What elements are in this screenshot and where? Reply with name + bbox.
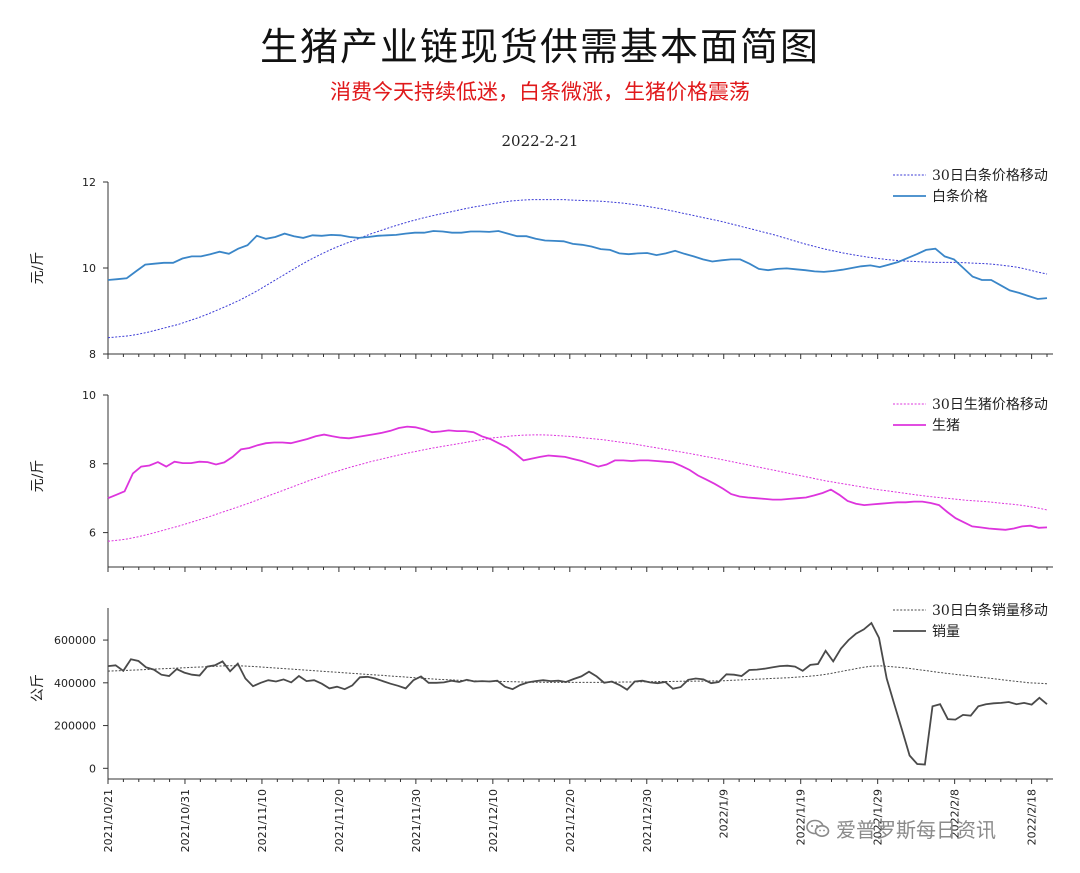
legend-label: 30日生猪价格移动 <box>932 397 1048 413</box>
watermark-text: 爱普罗斯每日资讯 <box>836 818 996 842</box>
y-tick-label: 8 <box>89 458 96 471</box>
page-subtitle: 消费今天持续低迷，白条微涨，生猪价格震荡 <box>330 80 750 104</box>
series-line-baitiao-1 <box>107 230 1048 300</box>
y-tick-label: 0 <box>89 762 96 775</box>
legend-label: 生猪 <box>932 418 960 434</box>
y-tick-label: 400000 <box>54 677 96 690</box>
x-tick-label: 2021/11/20 <box>333 789 346 852</box>
x-tick-label: 2022/2/8 <box>949 789 962 838</box>
series-line-baitiao-0 <box>107 199 1048 339</box>
watermark: 爱普罗斯每日资讯 <box>806 814 996 843</box>
legend-label: 30日白条销量移动 <box>932 602 1048 619</box>
x-tick-label: 2021/12/20 <box>564 789 577 852</box>
y-tick-label: 6 <box>89 527 96 540</box>
x-tick-label: 2021/10/21 <box>102 789 115 852</box>
x-tick-label: 2022/1/29 <box>872 789 885 845</box>
series-line-volume-0 <box>107 665 1048 685</box>
series-line-pig-1 <box>107 425 1048 531</box>
y-axis-label: 元/斤 <box>30 252 46 285</box>
y-tick-label: 200000 <box>54 720 96 733</box>
x-tick-label: 2022/1/19 <box>795 789 808 845</box>
legend-label: 白条价格 <box>932 188 988 205</box>
y-axis-label: 元/斤 <box>30 460 46 493</box>
x-tick-label: 2022/2/18 <box>1026 789 1039 845</box>
y-tick-label: 8 <box>89 348 96 361</box>
y-tick-label: 10 <box>82 262 96 275</box>
series-line-volume-1 <box>107 621 1048 766</box>
x-tick-label: 2021/11/10 <box>256 789 269 852</box>
x-tick-label: 2021/12/10 <box>487 789 500 852</box>
legend-label: 销量 <box>932 624 960 640</box>
page-title: 生猪产业链现货供需基本面简图 <box>259 25 820 69</box>
report-date: 2022-2-21 <box>501 132 579 150</box>
y-tick-label: 12 <box>82 176 96 189</box>
y-axis-label: 公斤 <box>30 674 46 702</box>
y-tick-label: 600000 <box>54 634 96 647</box>
series-line-pig-0 <box>107 434 1048 542</box>
y-tick-label: 10 <box>82 389 96 402</box>
x-tick-label: 2022/1/9 <box>718 789 731 838</box>
wechat-icon <box>806 819 830 837</box>
x-tick-label: 2021/10/31 <box>179 789 192 852</box>
x-tick-label: 2021/12/30 <box>641 789 654 852</box>
legend-label: 30日白条价格移动 <box>932 167 1048 184</box>
x-tick-label: 2021/11/30 <box>410 789 423 852</box>
